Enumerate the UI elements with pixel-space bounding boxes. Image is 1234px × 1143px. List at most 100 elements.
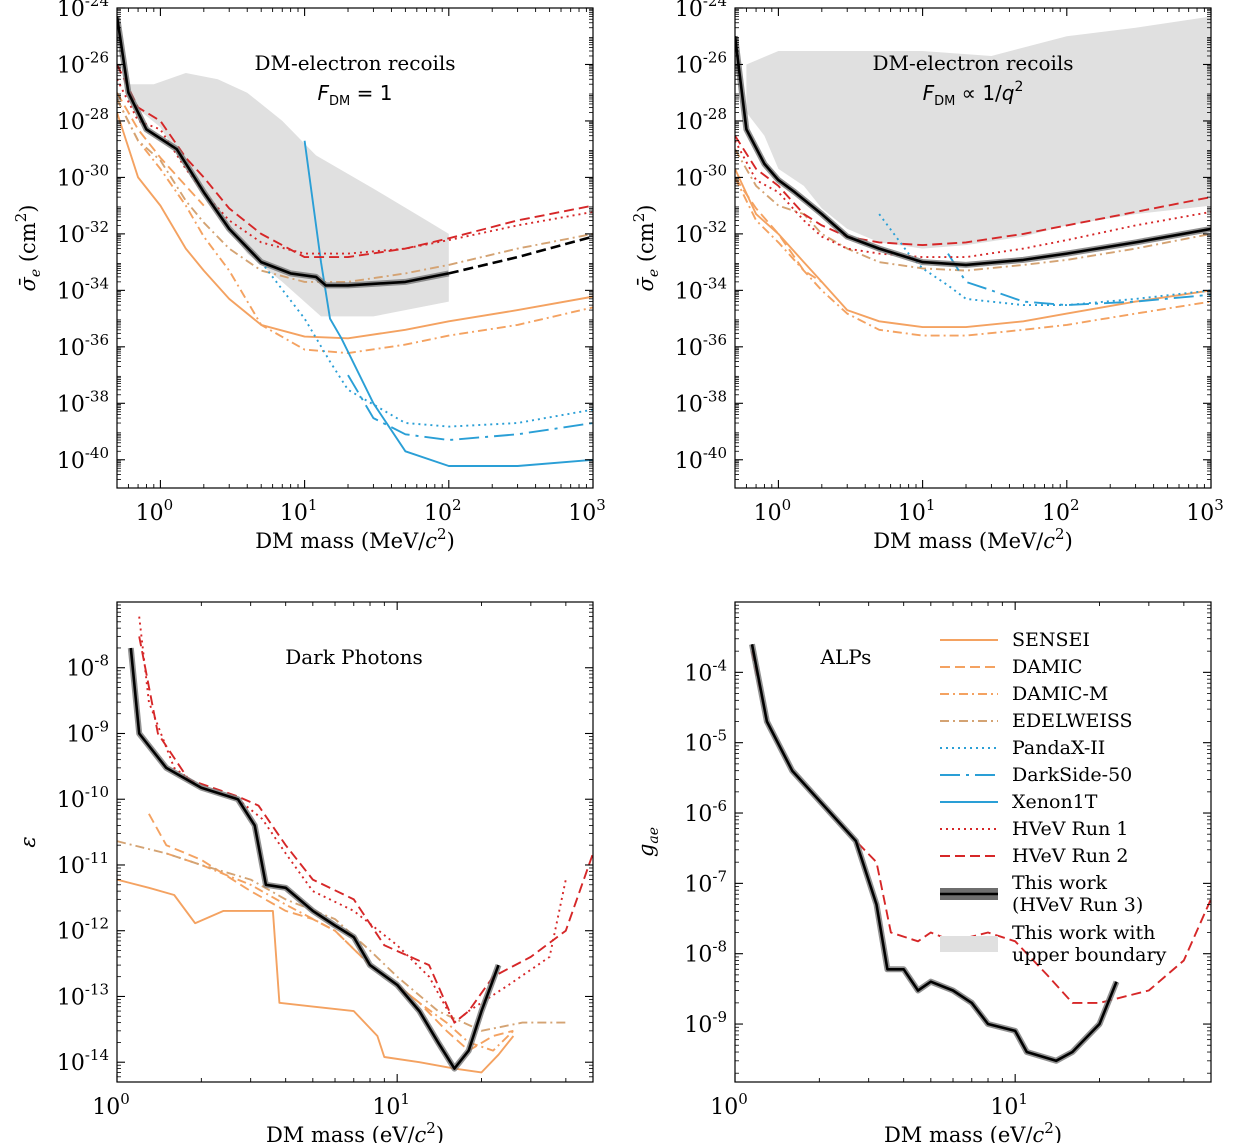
axes-frame	[734, 7, 1212, 489]
series-this-work-with-upper-boundary	[448, 235, 593, 275]
x-tick-label: 102	[1042, 496, 1080, 526]
x-axis-label: DM mass (eV/c2)	[884, 1119, 1062, 1143]
y-tick-label: 10-4	[684, 656, 727, 686]
legend-item: DAMIC	[940, 656, 1082, 678]
panel-annotation: DM-electron recoils	[872, 51, 1073, 75]
x-axis-label: DM mass (MeV/c2)	[873, 525, 1073, 553]
y-tick-label: 10-38	[675, 387, 727, 417]
legend-label: This work (HVeV Run 3)	[1012, 872, 1143, 916]
legend-swatch	[940, 936, 998, 952]
y-tick-label: 10-9	[684, 1008, 727, 1038]
y-axis-label: σ̄e (cm2)	[630, 205, 662, 292]
x-tick-label: 102	[424, 496, 462, 526]
legend-label: Xenon1T	[1012, 791, 1098, 813]
y-tick-label: 10-36	[675, 331, 727, 361]
legend: SENSEI DAMIC DAMIC-M EDELWEISS PandaX-II Dark…	[940, 629, 1167, 966]
panel-annotation-form-factor: FDM ∝ 1/q2	[923, 79, 1024, 109]
axes-frame	[116, 7, 594, 489]
legend-item: PandaX-II	[940, 737, 1105, 759]
y-tick-label: 10-7	[684, 867, 727, 897]
legend-label: HVeV Run 1	[1012, 818, 1128, 840]
series-damic-m	[735, 176, 1211, 337]
y-tick-label: 10-26	[675, 48, 727, 78]
panel-annotation: DM-electron recoils	[254, 51, 455, 75]
y-tick-label: 10-40	[57, 444, 109, 474]
y-tick-label: 10-36	[57, 331, 109, 361]
axes-frame	[116, 601, 594, 1083]
legend-label: SENSEI	[1012, 629, 1090, 651]
ticks: 100 101 10-9 10-8 10-7 10-6 10-5 10-4	[684, 602, 1212, 1120]
series-pandax-ii	[260, 261, 593, 428]
legend-label: This work with upper boundary	[1012, 922, 1167, 966]
series-this-work-hvev-run-3	[735, 36, 1211, 267]
legend-item: HVeV Run 1	[940, 818, 1128, 840]
top-right-panel: 100 101 102 103 10-40 10-38 10-36 10-34 10-32 10-…	[630, 0, 1224, 553]
legend-item: DarkSide-50	[940, 764, 1132, 786]
legend-item: Xenon1T	[940, 791, 1098, 813]
ticks: 100 101 102 103 10-40 10-38 10-36 10-34 10-32 10-…	[57, 0, 606, 526]
y-tick-label: 10-30	[57, 161, 109, 191]
legend-item: HVeV Run 2	[940, 845, 1128, 867]
series-damic-m	[117, 98, 593, 355]
y-tick-label: 10-24	[675, 0, 727, 22]
series-damic	[148, 813, 514, 1052]
series-hvev-run-2	[138, 636, 593, 1024]
panel-annotation: Dark Photons	[285, 645, 423, 669]
y-tick-label: 10-8	[66, 652, 109, 682]
legend-label: DarkSide-50	[1012, 764, 1132, 786]
series-sensei	[117, 878, 515, 1074]
y-tick-label: 10-28	[675, 105, 727, 135]
top-right-plot-area	[735, 16, 1211, 337]
y-axis-label: ε	[16, 836, 40, 847]
y-tick-label: 10-12	[57, 915, 109, 945]
x-tick-label: 100	[710, 1090, 748, 1120]
y-axis-label: σ̄e (cm2)	[12, 205, 44, 292]
series-hvev-run-1	[735, 140, 1211, 259]
series-damic-m	[166, 852, 515, 1052]
y-tick-label: 10-34	[675, 274, 727, 304]
x-axis-label: DM mass (MeV/c2)	[255, 525, 455, 553]
x-tick-label: 101	[990, 1090, 1028, 1120]
x-tick-label: 101	[372, 1090, 410, 1120]
y-tick-label: 10-34	[57, 274, 109, 304]
y-tick-label: 10-26	[57, 48, 109, 78]
top-left-panel: 100 101 102 103 10-40 10-38 10-36 10-34 10-32 10-…	[12, 0, 606, 553]
legend-item: This work (HVeV Run 3)	[940, 872, 1143, 916]
y-axis-label: gae	[634, 827, 662, 857]
y-tick-label: 10-8	[684, 938, 727, 968]
x-axis-label: DM mass (eV/c2)	[266, 1119, 444, 1143]
y-tick-label: 10-5	[684, 727, 727, 757]
y-tick-label: 10-14	[57, 1046, 109, 1076]
legend-item: DAMIC-M	[940, 683, 1108, 705]
legend-item: SENSEI	[940, 629, 1090, 651]
bottom-right-plot-area	[749, 643, 1211, 1064]
y-tick-label: 10-9	[66, 717, 109, 747]
y-tick-label: 10-38	[57, 387, 109, 417]
this-work-uncertainty-band	[127, 647, 502, 1072]
x-tick-label: 101	[898, 496, 936, 526]
x-tick-label: 103	[1186, 496, 1224, 526]
x-tick-label: 103	[568, 496, 606, 526]
series-hvev-run-1	[138, 616, 567, 1024]
y-tick-label: 10-30	[675, 161, 727, 191]
y-tick-label: 10-32	[675, 218, 727, 248]
x-tick-label: 100	[92, 1090, 130, 1120]
legend-item: This work with upper boundary	[940, 922, 1167, 966]
y-tick-label: 10-10	[57, 783, 109, 813]
legend-item: EDELWEISS	[940, 710, 1133, 732]
bottom-left-plot-area	[117, 616, 593, 1074]
axes-frame	[734, 601, 1212, 1083]
x-tick-label: 101	[280, 496, 318, 526]
upper-boundary-region	[746, 16, 1211, 249]
panel-annotation-form-factor: FDM = 1	[318, 81, 393, 109]
series-this-work-hvev-run-3	[129, 647, 500, 1070]
legend-label: HVeV Run 2	[1012, 845, 1128, 867]
series-sensei	[735, 168, 1211, 329]
legend-label: PandaX-II	[1012, 737, 1105, 759]
series-damic	[117, 92, 205, 207]
x-tick-label: 100	[754, 496, 792, 526]
upper-boundary-region	[128, 73, 449, 317]
bottom-right-panel: 100 101 10-9 10-8 10-7 10-6 10-5 10-4 DM mass (e…	[634, 601, 1212, 1143]
y-tick-label: 10-32	[57, 218, 109, 248]
